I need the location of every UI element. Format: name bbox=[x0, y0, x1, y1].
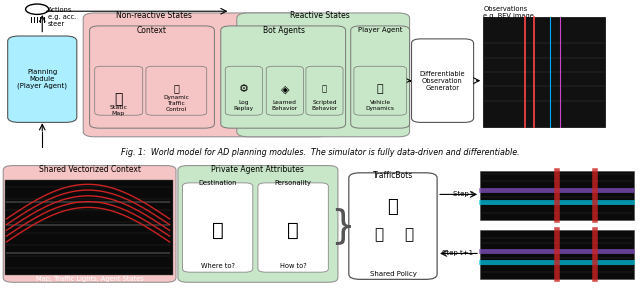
Text: Dynamic
Traffic
Control: Dynamic Traffic Control bbox=[163, 95, 189, 112]
FancyBboxPatch shape bbox=[258, 183, 328, 272]
Text: Player Agent: Player Agent bbox=[358, 27, 403, 33]
FancyBboxPatch shape bbox=[3, 166, 176, 282]
FancyBboxPatch shape bbox=[354, 66, 406, 115]
Text: Static
Map: Static Map bbox=[109, 105, 127, 116]
Text: Scripted
Behavior: Scripted Behavior bbox=[312, 100, 337, 111]
Text: 🚲: 🚲 bbox=[374, 227, 383, 242]
FancyBboxPatch shape bbox=[8, 36, 77, 122]
FancyBboxPatch shape bbox=[225, 66, 262, 115]
Text: Planning
Module
(Player Agent): Planning Module (Player Agent) bbox=[17, 69, 67, 90]
FancyBboxPatch shape bbox=[349, 173, 437, 279]
FancyBboxPatch shape bbox=[90, 26, 214, 128]
FancyBboxPatch shape bbox=[221, 26, 346, 128]
Text: Log
Replay: Log Replay bbox=[234, 100, 254, 111]
Text: 🗺: 🗺 bbox=[114, 92, 123, 106]
Text: Observations
e.g. BEV image: Observations e.g. BEV image bbox=[483, 6, 534, 19]
FancyBboxPatch shape bbox=[480, 171, 634, 220]
Text: Shared Policy: Shared Policy bbox=[369, 271, 417, 276]
FancyBboxPatch shape bbox=[351, 26, 410, 128]
Text: Differentiable
Observation
Generator: Differentiable Observation Generator bbox=[419, 71, 465, 91]
Text: Destination: Destination bbox=[198, 180, 237, 186]
Text: Non-reactive States: Non-reactive States bbox=[116, 11, 191, 20]
FancyBboxPatch shape bbox=[95, 66, 143, 115]
Text: Shared Vectorized Context: Shared Vectorized Context bbox=[38, 165, 141, 175]
Text: Personality: Personality bbox=[275, 180, 312, 186]
Text: 🚗: 🚗 bbox=[377, 84, 383, 94]
Text: ⚙: ⚙ bbox=[239, 84, 249, 94]
Text: 🚦: 🚦 bbox=[173, 83, 179, 93]
Text: Actions
e.g. acc.
steer: Actions e.g. acc. steer bbox=[48, 7, 76, 27]
Text: How to?: How to? bbox=[280, 264, 307, 269]
Text: 🚗: 🚗 bbox=[388, 198, 398, 216]
FancyBboxPatch shape bbox=[483, 17, 605, 127]
Text: Step t: Step t bbox=[453, 192, 474, 197]
Text: 📜: 📜 bbox=[322, 85, 327, 94]
Text: Vehicle
Dynamics: Vehicle Dynamics bbox=[365, 100, 395, 111]
Text: 🚶: 🚶 bbox=[404, 227, 413, 242]
Text: Fig. 1:  World model for AD planning modules.  The simulator is fully data-drive: Fig. 1: World model for AD planning modu… bbox=[121, 148, 519, 157]
FancyBboxPatch shape bbox=[480, 230, 634, 279]
FancyBboxPatch shape bbox=[266, 66, 303, 115]
FancyBboxPatch shape bbox=[83, 13, 330, 137]
Text: 📍: 📍 bbox=[212, 221, 223, 240]
Text: Step t+1: Step t+1 bbox=[442, 251, 474, 256]
Text: }: } bbox=[330, 207, 355, 245]
FancyBboxPatch shape bbox=[306, 66, 343, 115]
Text: 🧠: 🧠 bbox=[287, 221, 299, 240]
Text: Private Agent Attributes: Private Agent Attributes bbox=[211, 165, 305, 175]
FancyBboxPatch shape bbox=[182, 183, 253, 272]
Text: Learned
Behavior: Learned Behavior bbox=[272, 100, 298, 111]
Text: ◈: ◈ bbox=[280, 84, 289, 94]
Text: Map, Traffic Lights, Agent States: Map, Traffic Lights, Agent States bbox=[36, 276, 143, 282]
FancyBboxPatch shape bbox=[146, 66, 207, 115]
Text: Where to?: Where to? bbox=[200, 264, 235, 269]
Text: Reactive States: Reactive States bbox=[290, 11, 350, 20]
Text: Bot Agents: Bot Agents bbox=[262, 26, 305, 35]
Text: TrafficBots: TrafficBots bbox=[373, 171, 413, 180]
FancyBboxPatch shape bbox=[178, 166, 338, 282]
FancyBboxPatch shape bbox=[237, 13, 410, 137]
FancyBboxPatch shape bbox=[5, 180, 173, 275]
FancyBboxPatch shape bbox=[412, 39, 474, 122]
Text: Context: Context bbox=[137, 26, 166, 35]
